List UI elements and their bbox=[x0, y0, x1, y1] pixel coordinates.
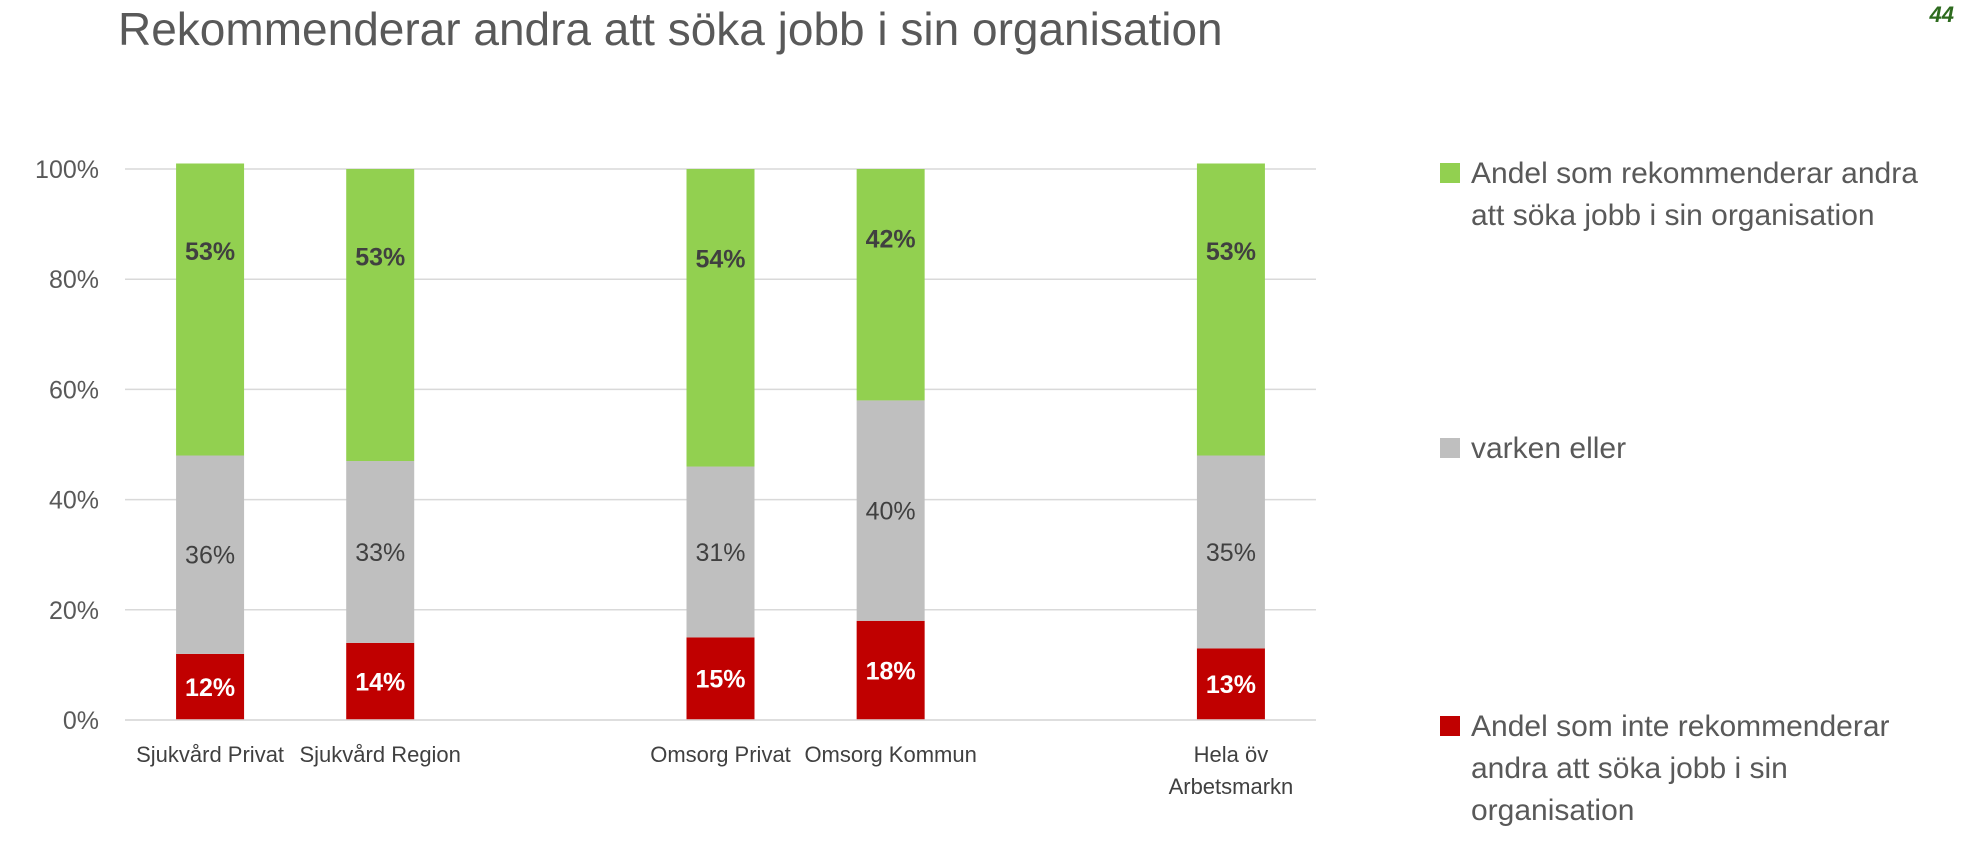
data-label: 15% bbox=[695, 666, 745, 694]
y-tick-label: 20% bbox=[49, 597, 99, 625]
bar-segment bbox=[1196, 648, 1265, 720]
y-tick-label: 0% bbox=[63, 707, 99, 735]
data-label: 42% bbox=[866, 225, 916, 253]
data-label: 35% bbox=[1206, 539, 1256, 567]
data-label: 54% bbox=[695, 245, 745, 273]
data-label: 36% bbox=[185, 542, 235, 570]
legend-swatch-not-recommend bbox=[1440, 716, 1460, 736]
y-tick-label: 40% bbox=[49, 487, 99, 515]
legend-swatch-neutral bbox=[1440, 438, 1460, 458]
x-tick-label: Omsorg Privat bbox=[650, 742, 791, 767]
data-label: 18% bbox=[866, 657, 916, 685]
page-number: 44 bbox=[1929, 2, 1954, 27]
data-label: 33% bbox=[355, 539, 405, 567]
bar-segment bbox=[856, 620, 925, 720]
bar-segment bbox=[1196, 163, 1265, 456]
data-label: 53% bbox=[355, 244, 405, 272]
data-label: 53% bbox=[1206, 238, 1256, 266]
x-tick-label: Omsorg Kommun bbox=[804, 742, 976, 767]
data-label: 31% bbox=[695, 539, 745, 567]
data-label: 12% bbox=[185, 674, 235, 702]
y-tick-label: 100% bbox=[35, 156, 99, 184]
x-axis: Sjukvård Privat Sjukvård Region Omsorg Pri… bbox=[125, 719, 1316, 799]
bar-segment bbox=[856, 169, 925, 401]
bar-segment bbox=[346, 642, 415, 720]
legend-label-neutral: varken eller bbox=[1471, 432, 1627, 465]
bar-segment bbox=[176, 455, 245, 654]
x-tick-label: Sjukvård Region bbox=[299, 742, 460, 767]
x-tick-label: Sjukvård Privat bbox=[136, 742, 284, 767]
bar-segment bbox=[176, 163, 245, 456]
data-label: 40% bbox=[866, 498, 916, 526]
legend-swatch-recommend bbox=[1440, 163, 1460, 183]
data-label: 53% bbox=[185, 238, 235, 266]
bar-segment bbox=[856, 400, 925, 621]
y-axis: 0% 20% 40% 60% 80% 100% bbox=[35, 156, 99, 735]
data-label: 13% bbox=[1206, 671, 1256, 699]
bar-segment bbox=[686, 637, 755, 720]
legend-label-recommend: Andel som rekommenderar andra att söka j… bbox=[1471, 157, 1918, 232]
bar-segment bbox=[686, 169, 755, 467]
data-label: 14% bbox=[355, 668, 405, 696]
bar-segment bbox=[1196, 455, 1265, 649]
bars: 12% 14% 15% 18% 13% 36% 33% 31% 40% 35% 53% 53% 54% 4… bbox=[176, 163, 1265, 720]
chart-title: Rekommenderar andra att söka jobb i sin … bbox=[118, 3, 1223, 55]
bar-segment bbox=[346, 169, 415, 462]
y-tick-label: 80% bbox=[49, 266, 99, 294]
bar-segment bbox=[176, 653, 245, 720]
bar-segment bbox=[346, 461, 415, 643]
x-tick-label: Hela öv Arbetsmarkn bbox=[1169, 742, 1294, 799]
legend-label-not-recommend: Andel som inte rekommenderar andra att s… bbox=[1471, 710, 1890, 827]
bar-segment bbox=[686, 466, 755, 638]
y-tick-label: 60% bbox=[49, 376, 99, 404]
